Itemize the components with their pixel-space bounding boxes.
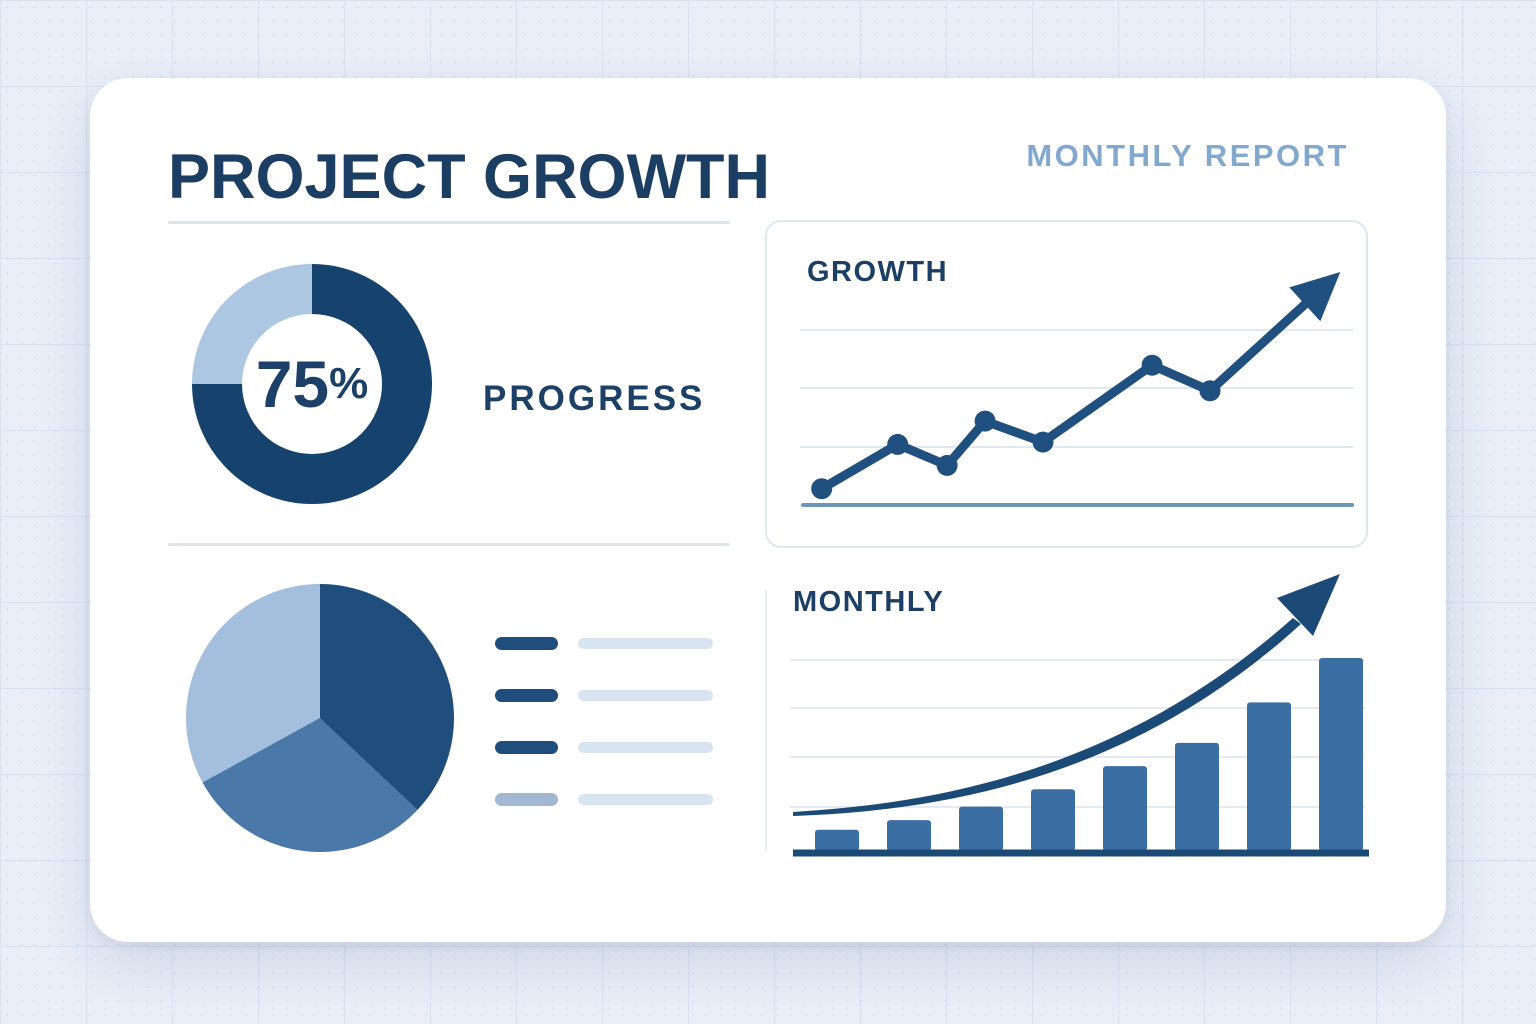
legend-row <box>495 689 713 702</box>
monthly-title: MONTHLY <box>793 586 945 618</box>
monthly-section: MONTHLY <box>765 560 1373 870</box>
monthly-bar <box>1103 766 1147 851</box>
page-title: PROJECT GROWTH <box>168 142 771 212</box>
trend-arrowhead-icon <box>1277 574 1340 636</box>
monthly-bar <box>1319 658 1363 851</box>
monthly-bar <box>1247 702 1291 851</box>
monthly-bar <box>887 820 931 851</box>
monthly-bar <box>1175 742 1219 851</box>
growth-data-point <box>974 410 996 432</box>
section-divider <box>168 543 730 546</box>
growth-data-point <box>811 478 833 500</box>
growth-title: GROWTH <box>807 256 949 288</box>
growth-panel: GROWTH <box>765 220 1368 548</box>
donut-percent-sign: % <box>329 359 369 408</box>
legend-swatch <box>495 793 558 806</box>
title-divider <box>168 221 730 224</box>
legend-placeholder-bar <box>578 742 713 753</box>
monthly-bars <box>815 658 1363 851</box>
monthly-bar <box>959 806 1003 851</box>
growth-data-point <box>1199 380 1221 402</box>
report-subtitle: MONTHLY REPORT <box>1026 138 1349 173</box>
legend-swatch <box>495 741 558 754</box>
growth-data-point <box>887 433 909 455</box>
legend-swatch <box>495 689 558 702</box>
trend-curve <box>793 618 1301 816</box>
legend-row <box>495 793 713 806</box>
monthly-bar <box>815 829 859 851</box>
growth-arrowhead-icon <box>1289 272 1341 322</box>
donut-percent-value: 75 <box>255 347 330 421</box>
legend-row <box>495 637 713 650</box>
progress-label: PROGRESS <box>483 379 706 418</box>
trend-arrow <box>793 574 1340 816</box>
growth-series <box>811 272 1341 500</box>
growth-data-point <box>1032 431 1054 453</box>
legend-placeholder-bar <box>578 690 713 701</box>
legend-placeholder-bar <box>578 638 713 649</box>
growth-data-point <box>1141 354 1163 376</box>
monthly-bar <box>1031 789 1075 851</box>
growth-polyline <box>817 299 1310 494</box>
legend-row <box>495 741 713 754</box>
growth-data-point <box>936 454 958 476</box>
legend-swatch <box>495 637 558 650</box>
donut-hole: 75% <box>242 314 382 454</box>
monthly-bar-chart <box>765 574 1369 857</box>
pie-legend <box>495 637 713 806</box>
progress-donut-chart: 75% <box>192 264 432 504</box>
growth-gridlines <box>800 329 1353 448</box>
growth-line-chart <box>800 272 1354 507</box>
legend-placeholder-bar <box>578 794 713 805</box>
category-pie-chart <box>186 584 454 852</box>
